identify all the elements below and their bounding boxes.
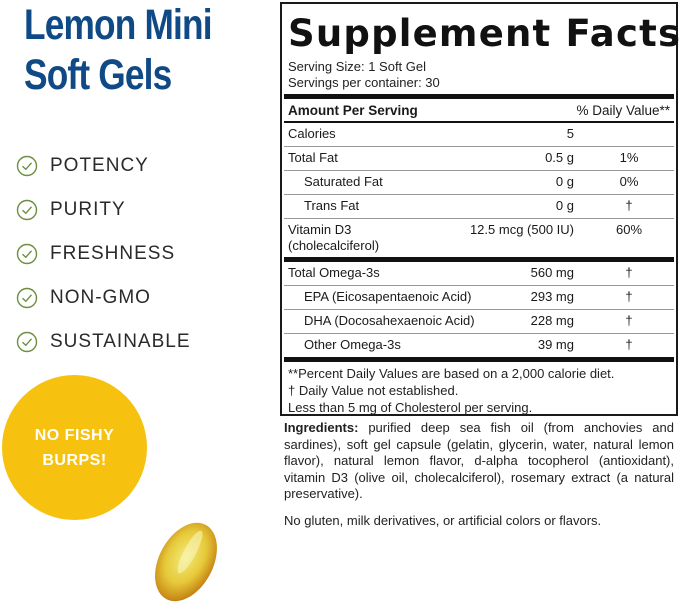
nutrient-name-line1: Vitamin D3 [288, 222, 352, 237]
check-circle-icon [16, 243, 38, 265]
benefit-item: FRESHNESS [16, 232, 191, 276]
nutrient-dv: 60% [615, 222, 643, 237]
nutrient-amount: 0.5 g [545, 150, 574, 165]
footnote: Less than 5 mg of Cholesterol per servin… [288, 400, 533, 415]
nutrient-dv: † [625, 198, 633, 213]
nutrient-amount: 12.5 mcg (500 IU) [469, 222, 574, 237]
nutrient-name: Total Omega-3s [288, 265, 380, 280]
nutrient-dv: † [625, 313, 633, 328]
benefit-label: PURITY [50, 199, 126, 220]
nutrient-dv: 1% [619, 150, 639, 165]
nutrient-name: Vitamin D3 (cholecalciferol) [288, 222, 462, 254]
nutrient-dv: † [625, 289, 633, 304]
ingredients-list: purified deep sea fish oil (from anchovi… [284, 420, 674, 501]
nutrient-name: Calories [288, 126, 336, 141]
footnotes: **Percent Daily Values are based on a 2,… [288, 362, 670, 416]
nutrient-amount: 293 mg [530, 289, 574, 304]
divider [284, 285, 674, 286]
nutrient-dv: † [625, 337, 633, 352]
facts-row: Calories 5 [288, 123, 670, 146]
nutrient-amount: 560 mg [530, 265, 574, 280]
servings-per-container: Servings per container: 30 [288, 75, 440, 90]
benefit-label: POTENCY [50, 155, 149, 176]
benefit-item: SUSTAINABLE [16, 320, 191, 364]
divider [284, 194, 674, 195]
footnote: **Percent Daily Values are based on a 2,… [288, 366, 615, 381]
facts-row: Vitamin D3 (cholecalciferol) 12.5 mcg (5… [288, 219, 670, 257]
facts-row: EPA (Eicosapentaenoic Acid) 293 mg † [288, 286, 670, 309]
check-circle-icon [16, 199, 38, 221]
nutrient-dv [574, 126, 670, 143]
divider [284, 357, 674, 362]
nutrient-name-line2: (cholecalciferol) [288, 238, 380, 253]
nutrient-name: Other Omega-3s [304, 337, 401, 352]
divider [284, 309, 674, 310]
nutrient-dv: † [625, 265, 633, 280]
badge-line2: BURPS! [42, 451, 107, 469]
check-circle-icon [16, 287, 38, 309]
benefit-label: FRESHNESS [50, 243, 176, 264]
benefits-list: POTENCY PURITY FRESHNESS NON-GMO SUSTAIN… [16, 144, 191, 364]
divider [284, 146, 674, 147]
nutrient-amount: 5 [566, 126, 574, 141]
omega-section: Total Omega-3s 560 mg † EPA (Eicosapenta… [284, 262, 674, 357]
facts-title: Supplement Facts [288, 12, 679, 55]
nutrient-name: DHA (Docosahexaenoic Acid) [304, 313, 475, 328]
facts-row: Other Omega-3s 39 mg † [288, 334, 670, 357]
free-from-statement: No gluten, milk derivatives, or artifici… [284, 513, 602, 528]
facts-row: Saturated Fat 0 g 0% [288, 171, 670, 194]
facts-row: Total Fat 0.5 g 1% [288, 147, 670, 170]
nutrient-amount: 0 g [555, 198, 574, 213]
nutrient-amount: 228 mg [530, 313, 574, 328]
nutrient-name: EPA (Eicosapentaenoic Acid) [304, 289, 472, 304]
nutrient-amount: 0 g [555, 174, 574, 189]
divider [284, 333, 674, 334]
product-title-line1: Lemon Mini [24, 1, 212, 49]
facts-header-row: Amount Per Serving % Daily Value** [288, 99, 670, 121]
benefit-item: POTENCY [16, 144, 191, 188]
supplement-facts-panel: Supplement Facts Serving Size: 1 Soft Ge… [280, 2, 679, 416]
nutrient-dv: 0% [619, 174, 639, 189]
daily-value-label: % Daily Value** [576, 102, 670, 118]
product-title: Lemon Mini Soft Gels [24, 0, 229, 100]
product-title-line2: Soft Gels [24, 51, 172, 99]
ingredients-text: Ingredients: purified deep sea fish oil … [284, 420, 674, 503]
benefit-item: PURITY [16, 188, 191, 232]
facts-row: DHA (Docosahexaenoic Acid) 228 mg † [288, 310, 670, 333]
badge-line1: NO FISHY [34, 426, 115, 444]
facts-row: Total Omega-3s 560 mg † [288, 262, 670, 285]
check-circle-icon [16, 331, 38, 353]
serving-size: Serving Size: 1 Soft Gel [288, 59, 427, 74]
divider [284, 121, 674, 123]
check-circle-icon [16, 155, 38, 177]
no-fishy-burps-badge: NO FISHY BURPS! [2, 375, 147, 520]
divider [284, 218, 674, 219]
benefit-label: SUSTAINABLE [50, 331, 191, 352]
nutrient-name: Trans Fat [304, 198, 360, 213]
amount-per-serving-label: Amount Per Serving [288, 102, 418, 118]
nutrient-name: Saturated Fat [304, 174, 383, 189]
nutrient-amount: 39 mg [537, 337, 574, 352]
facts-row: Trans Fat 0 g † [288, 195, 670, 218]
benefit-item: NON-GMO [16, 276, 191, 320]
ingredients-label: Ingredients: [284, 420, 359, 435]
nutrient-name: Total Fat [288, 150, 338, 165]
divider [284, 257, 674, 262]
divider [284, 170, 674, 171]
softgel-capsule-image [155, 522, 217, 602]
footnote: † Daily Value not established. [288, 383, 459, 398]
divider [284, 94, 674, 99]
benefit-label: NON-GMO [50, 287, 151, 308]
